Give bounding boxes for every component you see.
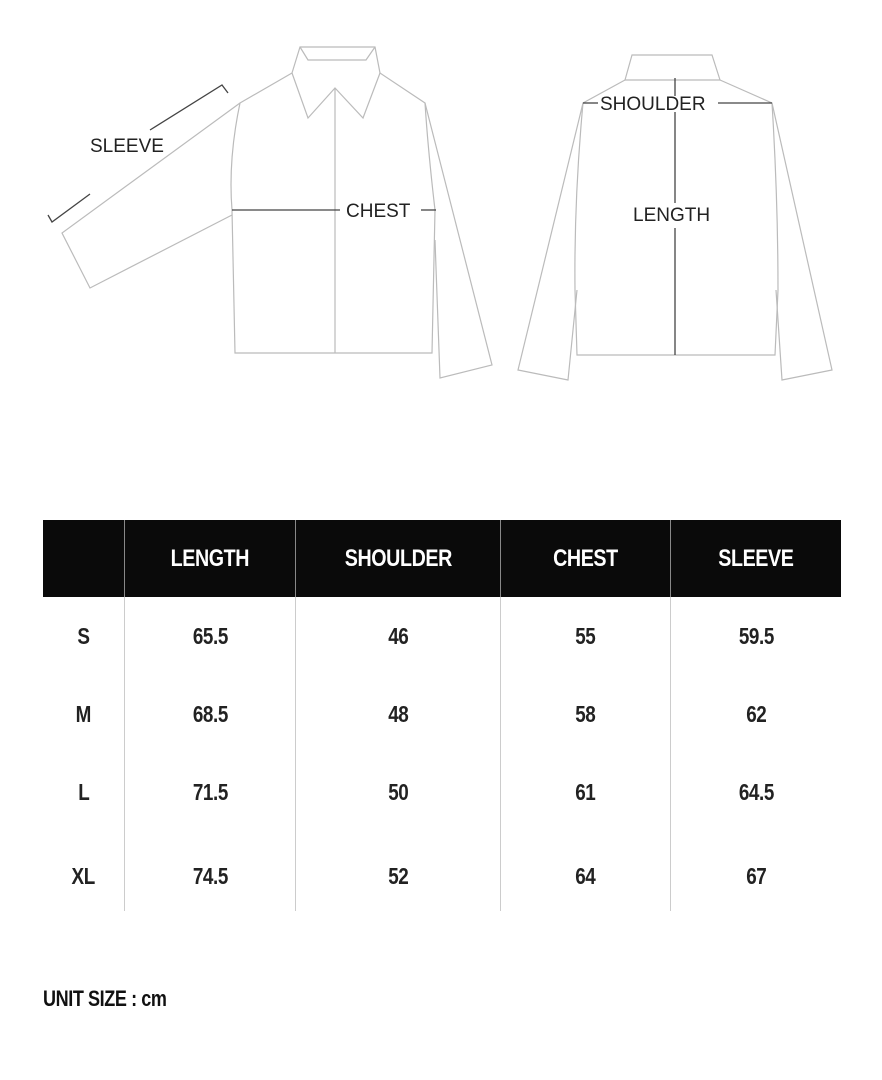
sleeve-label: SLEEVE: [90, 136, 164, 157]
chest-cell: 55: [500, 597, 671, 675]
back-jacket-outline: [517, 54, 833, 381]
back-measure-lines: [583, 78, 772, 355]
chest-cell: 58: [500, 675, 671, 753]
chest-cell: 64: [500, 831, 671, 911]
jacket-measurement-diagram: SLEEVE CHEST SHOULDER LENGTH: [47, 46, 833, 381]
length-label: LENGTH: [633, 205, 710, 226]
shoulder-cell: 48: [295, 675, 501, 753]
sleeve-cell: 64.5: [670, 753, 841, 831]
sleeve-cell: 67: [670, 831, 841, 911]
length-cell: 68.5: [124, 675, 296, 753]
size-cell: M: [75, 700, 92, 727]
shoulder-cell: 50: [295, 753, 501, 831]
chest-cell: 61: [500, 753, 671, 831]
size-cell: S: [77, 622, 90, 649]
header-size: [43, 520, 125, 597]
table-row: XL 74.5 52 64 67: [43, 831, 841, 911]
shoulder-cell: 52: [295, 831, 501, 911]
table-header-row: LENGTH SHOULDER CHEST SLEEVE: [43, 520, 841, 597]
size-cell: L: [77, 778, 90, 805]
front-jacket-outline: [61, 46, 493, 379]
front-measure-lines: [47, 84, 436, 223]
shoulder-cell: 46: [295, 597, 501, 675]
header-sleeve: SLEEVE: [670, 520, 841, 597]
table-row: M 68.5 48 58 62: [43, 675, 841, 753]
length-cell: 65.5: [124, 597, 296, 675]
header-length: LENGTH: [124, 520, 296, 597]
table-row: L 71.5 50 61 64.5: [43, 753, 841, 831]
shoulder-label: SHOULDER: [600, 94, 706, 115]
size-cell: XL: [71, 863, 96, 889]
length-cell: 74.5: [124, 831, 296, 911]
table-row: S 65.5 46 55 59.5: [43, 597, 841, 675]
length-cell: 71.5: [124, 753, 296, 831]
size-table: LENGTH SHOULDER CHEST SLEEVE S 65.5 46 5…: [43, 520, 841, 911]
header-chest: CHEST: [500, 520, 671, 597]
sleeve-cell: 59.5: [670, 597, 841, 675]
header-shoulder: SHOULDER: [295, 520, 501, 597]
sleeve-cell: 62: [670, 675, 841, 753]
unit-note: UNIT SIZE : cm: [43, 986, 167, 1011]
chest-label: CHEST: [346, 201, 411, 222]
